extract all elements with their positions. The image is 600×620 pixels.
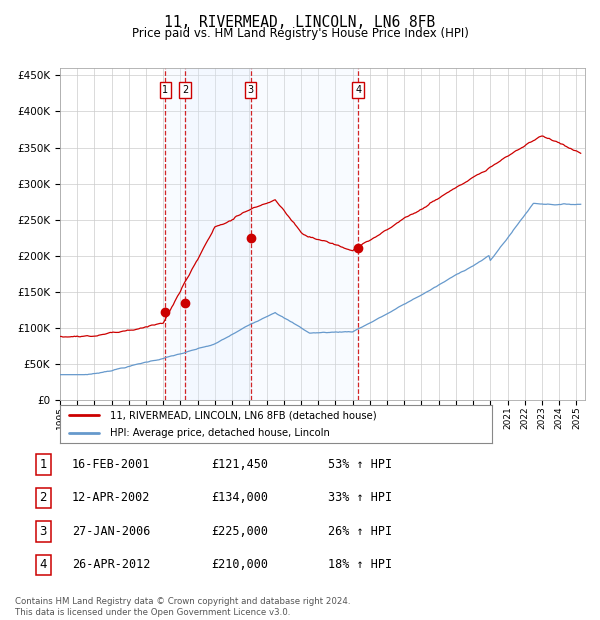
- Bar: [185, 68, 251, 400]
- Text: 1: 1: [162, 85, 169, 95]
- Text: Contains HM Land Registry data © Crown copyright and database right 2024.
This d: Contains HM Land Registry data © Crown c…: [15, 598, 350, 617]
- Text: HPI: Average price, detached house, Lincoln: HPI: Average price, detached house, Linc…: [110, 428, 329, 438]
- Bar: [166, 68, 358, 400]
- Text: 18% ↑ HPI: 18% ↑ HPI: [328, 559, 392, 571]
- Text: 11, RIVERMEAD, LINCOLN, LN6 8FB (detached house): 11, RIVERMEAD, LINCOLN, LN6 8FB (detache…: [110, 410, 376, 420]
- Text: 26% ↑ HPI: 26% ↑ HPI: [328, 525, 392, 538]
- Text: 16-FEB-2001: 16-FEB-2001: [72, 458, 150, 471]
- Text: £225,000: £225,000: [212, 525, 269, 538]
- Text: 2: 2: [40, 492, 47, 504]
- Text: 2: 2: [182, 85, 188, 95]
- Text: 26-APR-2012: 26-APR-2012: [72, 559, 150, 571]
- Text: 3: 3: [247, 85, 254, 95]
- Text: Price paid vs. HM Land Registry's House Price Index (HPI): Price paid vs. HM Land Registry's House …: [131, 27, 469, 40]
- Text: 11, RIVERMEAD, LINCOLN, LN6 8FB: 11, RIVERMEAD, LINCOLN, LN6 8FB: [164, 15, 436, 30]
- Text: £210,000: £210,000: [212, 559, 269, 571]
- Text: 33% ↑ HPI: 33% ↑ HPI: [328, 492, 392, 504]
- Text: 4: 4: [40, 559, 47, 571]
- Text: 1: 1: [40, 458, 47, 471]
- Text: £121,450: £121,450: [212, 458, 269, 471]
- Text: 27-JAN-2006: 27-JAN-2006: [72, 525, 150, 538]
- Text: 12-APR-2002: 12-APR-2002: [72, 492, 150, 504]
- Text: 53% ↑ HPI: 53% ↑ HPI: [328, 458, 392, 471]
- Text: 3: 3: [40, 525, 47, 538]
- Text: £134,000: £134,000: [212, 492, 269, 504]
- Text: 4: 4: [355, 85, 361, 95]
